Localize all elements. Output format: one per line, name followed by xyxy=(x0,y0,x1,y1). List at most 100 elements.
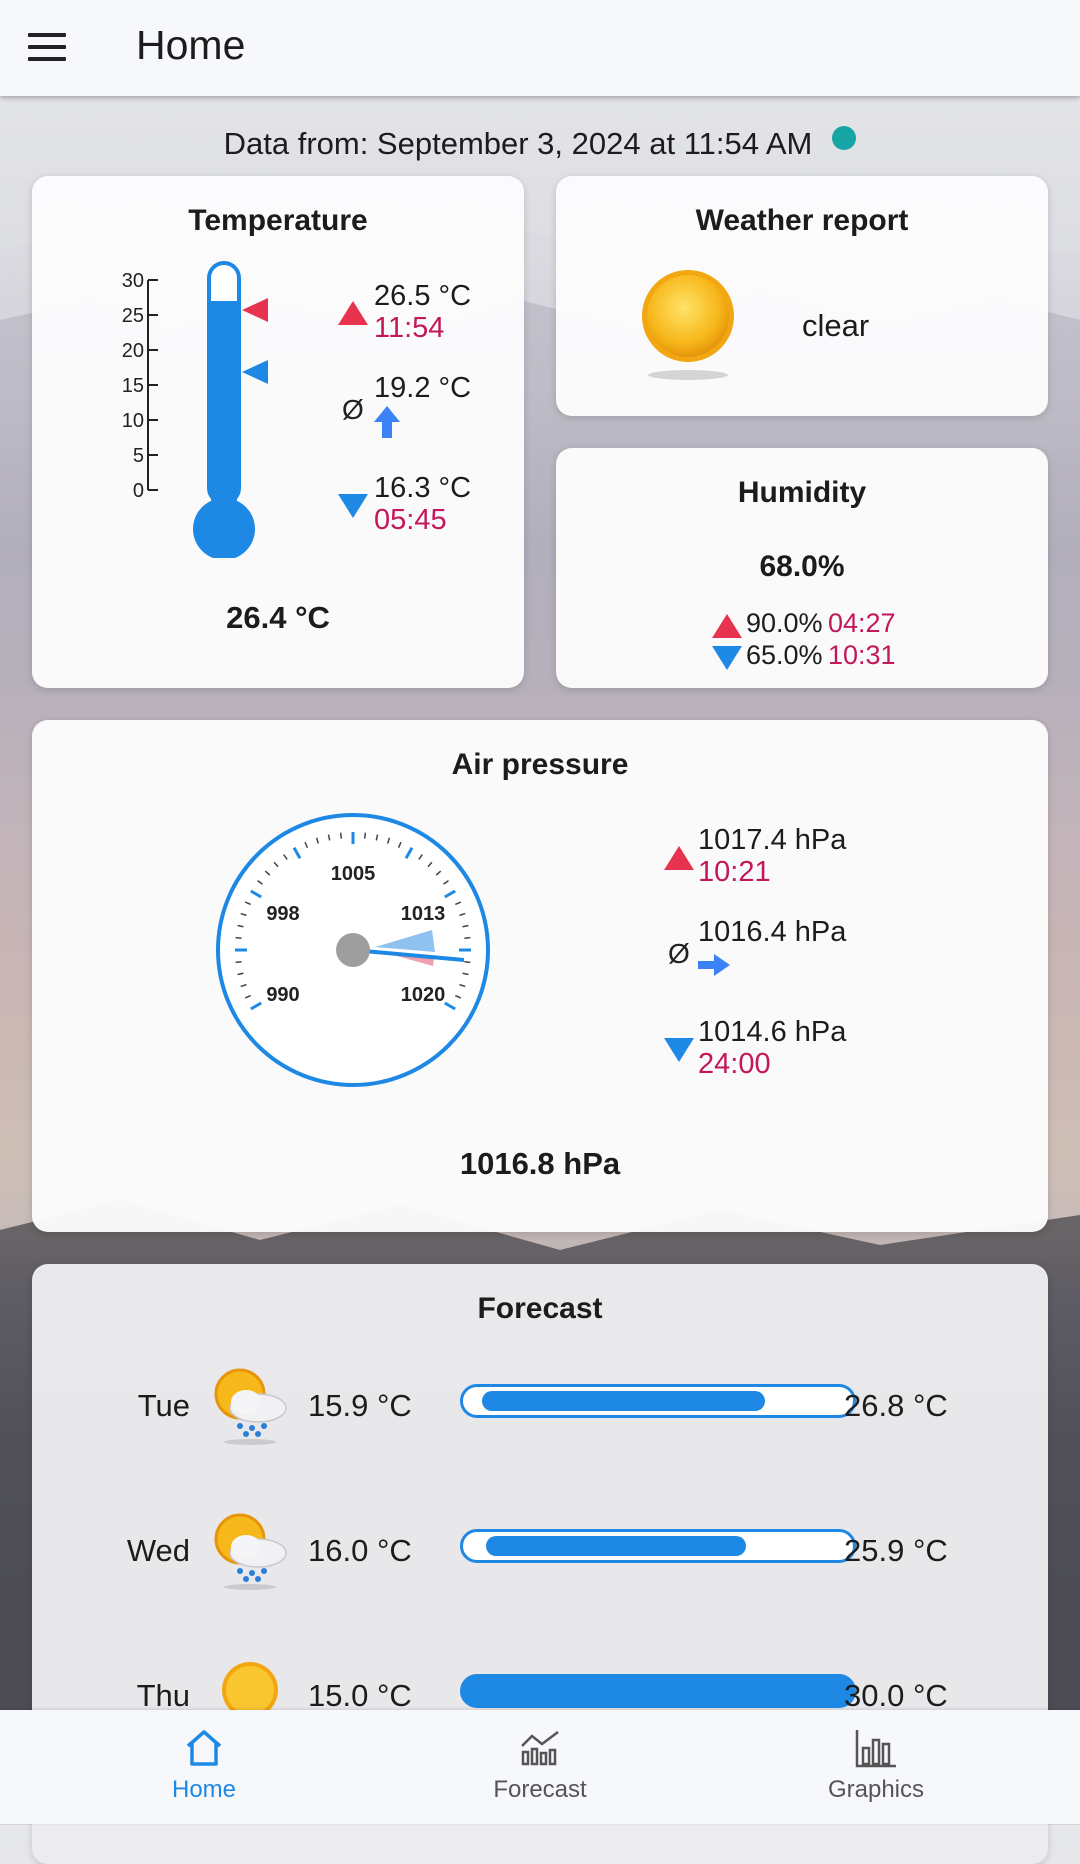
dial-label-998: 998 xyxy=(266,903,299,925)
gauge-major-tick xyxy=(250,1001,262,1011)
temperature-card[interactable]: Temperature 30 25 20 15 10 5 0 26.5 °C 1… xyxy=(32,176,524,688)
gauge-minor-tick xyxy=(464,936,471,940)
temp-tick-10: 10 xyxy=(122,410,144,432)
gauge-minor-tick xyxy=(244,901,251,906)
humidity-title: Humidity xyxy=(737,476,867,509)
humidity-current: 68.0% xyxy=(759,550,845,583)
temp-tick-0: 0 xyxy=(133,480,144,502)
pressure-min-value: 1014.6 hPa xyxy=(698,1016,847,1048)
pressure-max-time: 10:21 xyxy=(698,856,771,888)
menu-icon[interactable] xyxy=(28,33,66,61)
gauge-minor-tick xyxy=(304,841,309,848)
gauge-major-tick xyxy=(292,847,302,859)
weather-report-title: Weather report xyxy=(695,204,909,237)
gauge-minor-tick xyxy=(237,972,244,976)
humidity-min-value: 65.0% xyxy=(746,640,823,670)
gauge-hub xyxy=(336,933,370,967)
temp-avg-value: 19.2 °C xyxy=(374,372,472,404)
forecast-min: 16.0 °C xyxy=(308,1533,412,1568)
dial-label-990: 990 xyxy=(266,984,299,1006)
forecast-min: 15.0 °C xyxy=(308,1678,412,1713)
forecast-range-bar xyxy=(460,1384,856,1418)
humidity-max-value: 90.0% xyxy=(746,608,823,638)
trend-up-arrow-icon xyxy=(374,406,400,438)
temp-tick-25: 25 xyxy=(122,305,144,327)
sun-cloud-rain-icon xyxy=(214,1368,287,1445)
gauge-minor-tick xyxy=(397,841,402,848)
gauge-major-tick xyxy=(444,889,456,899)
temp-min-time: 05:45 xyxy=(374,504,447,536)
gauge-minor-tick xyxy=(443,880,449,885)
gauge-major-tick xyxy=(404,847,414,859)
trend-right-arrow-icon xyxy=(698,954,730,976)
gauge-minor-tick xyxy=(315,837,320,844)
gauge-minor-tick xyxy=(464,960,471,964)
humidity-card[interactable]: Humidity 68.0% 90.0% 04:27 65.0% 10:31 xyxy=(556,448,1048,688)
gauge-minor-tick xyxy=(418,854,423,860)
sun-icon xyxy=(222,1662,278,1718)
pressure-max-value: 1017.4 hPa xyxy=(698,824,847,856)
forecast-max: 30.0 °C xyxy=(844,1678,948,1713)
temperature-title: Temperature xyxy=(188,204,368,237)
dial-label-1005: 1005 xyxy=(331,863,376,885)
sun-cloud-rain-icon xyxy=(214,1513,287,1590)
gauge-major-tick xyxy=(444,1001,456,1011)
pressure-average-symbol: Ø xyxy=(668,938,690,969)
gauge-minor-tick xyxy=(462,972,469,976)
air-pressure-card[interactable]: Air pressure 1005 998 1013 990 1020 1017… xyxy=(32,720,1048,1232)
nav-home-label: Home xyxy=(171,1776,237,1803)
gauge-minor-tick xyxy=(240,983,247,988)
barometer-gauge: 1005 998 1013 990 1020 xyxy=(216,813,490,1087)
forecast-range-bar xyxy=(460,1674,856,1708)
gauge-needle xyxy=(352,948,465,962)
sun-icon xyxy=(642,270,734,380)
gauge-minor-tick xyxy=(363,832,367,839)
dial-label-1020: 1020 xyxy=(401,984,446,1006)
forecast-day: Thu xyxy=(136,1678,190,1713)
gauge-minor-tick xyxy=(273,861,279,868)
home-icon xyxy=(186,1730,222,1766)
pressure-avg-value: 1016.4 hPa xyxy=(698,916,847,948)
app-bar: Home xyxy=(0,0,1080,96)
gauge-minor-tick xyxy=(327,834,331,841)
nav-home[interactable]: Home xyxy=(104,1710,304,1824)
data-timestamp: Data from: September 3, 2024 at 11:54 AM xyxy=(0,126,1080,162)
humidity-max-icon xyxy=(712,614,742,638)
forecast-max: 26.8 °C xyxy=(844,1388,948,1423)
gauge-major-tick xyxy=(250,889,262,899)
gauge-minor-tick xyxy=(386,837,391,844)
forecast-title: Forecast xyxy=(477,1292,603,1325)
forecast-day: Tue xyxy=(137,1388,190,1423)
temp-tick-20: 20 xyxy=(122,340,144,362)
pressure-current: 1016.8 hPa xyxy=(459,1146,621,1181)
humidity-min-icon xyxy=(712,646,742,670)
gauge-minor-tick xyxy=(283,854,288,860)
temp-current: 26.4 °C xyxy=(226,600,330,635)
pressure-min-time: 24:00 xyxy=(698,1048,771,1080)
nav-graphics[interactable]: Graphics xyxy=(776,1710,976,1824)
gauge-minor-tick xyxy=(462,924,469,928)
forecast-chart-icon xyxy=(521,1731,559,1766)
weather-report-card[interactable]: Weather report clear xyxy=(556,176,1048,416)
gauge-minor-tick xyxy=(237,924,244,928)
nav-forecast[interactable]: Forecast xyxy=(440,1710,640,1824)
forecast-max: 25.9 °C xyxy=(844,1533,948,1568)
gauge-minor-tick xyxy=(240,912,247,917)
bottom-navigation: Home Forecast Graphics xyxy=(0,1710,1080,1824)
gauge-minor-tick xyxy=(235,960,242,964)
gauge-minor-tick xyxy=(375,834,379,841)
pressure-max-icon xyxy=(664,846,694,870)
temp-max-value: 26.5 °C xyxy=(374,280,472,312)
temp-tick-30: 30 xyxy=(122,270,144,292)
gauge-minor-tick xyxy=(459,912,466,917)
gauge-minor-tick xyxy=(264,870,271,876)
gauge-minor-tick xyxy=(235,936,242,940)
page-title: Home xyxy=(136,22,246,68)
humidity-min-time: 10:31 xyxy=(828,640,896,670)
forecast-range-fill xyxy=(486,1536,746,1556)
pressure-min-icon xyxy=(664,1038,694,1062)
nav-forecast-label: Forecast xyxy=(493,1776,587,1803)
gauge-minor-tick xyxy=(257,880,263,885)
average-symbol: Ø xyxy=(342,394,364,425)
forecast-min: 15.9 °C xyxy=(308,1388,412,1423)
